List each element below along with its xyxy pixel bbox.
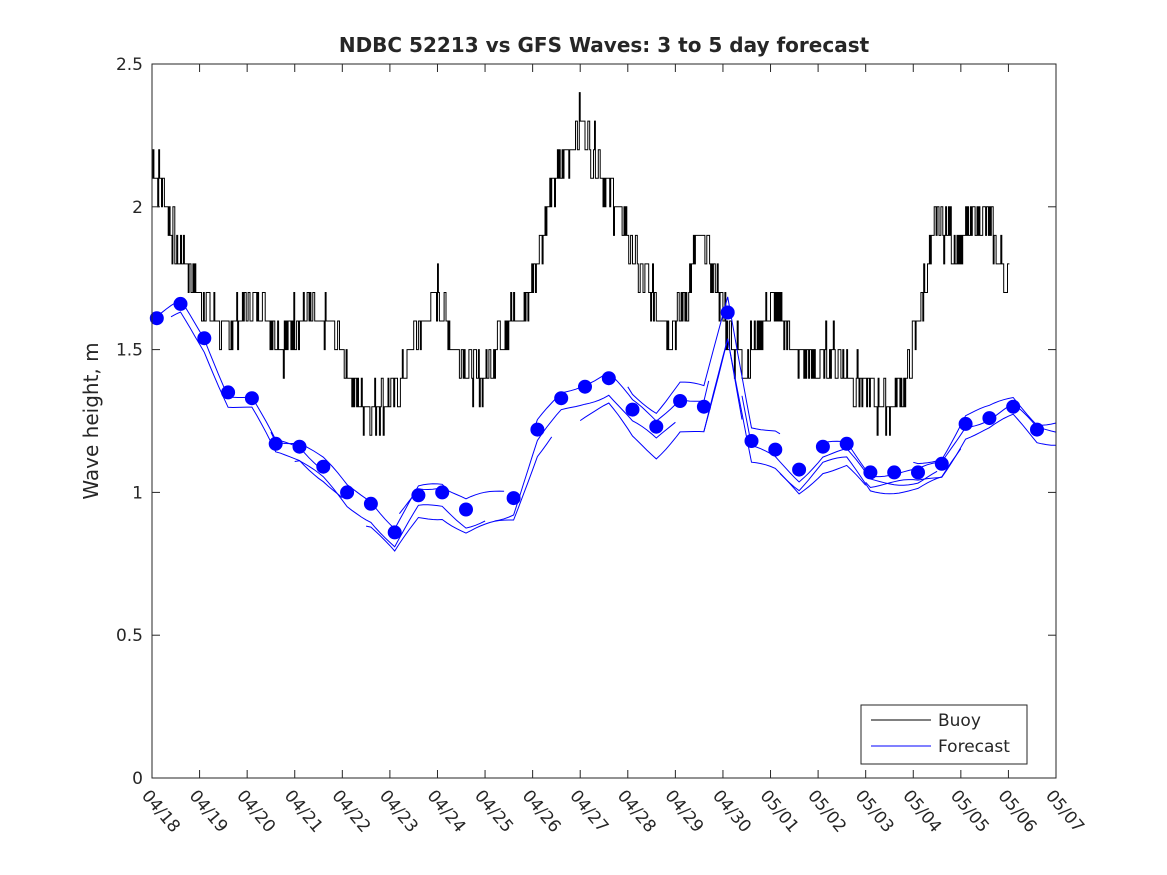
- y-axis-label: Wave height, m: [79, 342, 103, 499]
- buoy-series-line: [152, 92, 1010, 436]
- forecast-point: [625, 402, 640, 417]
- forecast-series-line: [865, 413, 1057, 489]
- y-tick-label: 1: [132, 483, 143, 503]
- legend-buoy-label: Buoy: [938, 711, 981, 731]
- forecast-point: [554, 391, 569, 406]
- forecast-point: [268, 436, 283, 451]
- forecast-point: [982, 411, 997, 426]
- forecast-point: [411, 488, 426, 503]
- forecast-point: [720, 305, 735, 320]
- forecast-point: [911, 465, 925, 480]
- forecast-series-line: [365, 436, 553, 552]
- forecast-point: [958, 416, 973, 431]
- forecast-point: [530, 422, 545, 437]
- forecast-point: [435, 485, 450, 500]
- forecast-point: [149, 311, 164, 326]
- axes-box: [151, 63, 1057, 779]
- forecast-point: [459, 502, 473, 517]
- forecast-point: [363, 496, 378, 511]
- forecast-series-line: [779, 448, 962, 495]
- y-tick-label: 0.5: [116, 626, 143, 646]
- forecast-series-line: [579, 338, 743, 460]
- forecast-point: [601, 371, 616, 386]
- forecast-point: [197, 331, 212, 346]
- chart-title: NDBC 52213 vs GFS Waves: 3 to 5 day fore…: [339, 33, 870, 57]
- forecast-point: [506, 491, 521, 506]
- forecast-point: [887, 465, 902, 480]
- forecast-series-line: [170, 311, 343, 499]
- forecast-point: [221, 385, 236, 400]
- forecast-point: [1006, 399, 1021, 414]
- forecast-point: [340, 485, 355, 500]
- forecast-point: [839, 436, 854, 451]
- forecast-point: [649, 419, 664, 434]
- legend-forecast-label: Forecast: [938, 737, 1010, 757]
- y-tick-label: 2: [132, 198, 143, 218]
- forecast-point: [387, 525, 402, 540]
- forecast-point: [578, 379, 592, 394]
- forecast-point: [768, 442, 783, 457]
- forecast-point: [744, 434, 759, 448]
- legend-box: [860, 704, 1028, 765]
- forecast-point: [696, 399, 711, 414]
- y-tick-label: 0: [132, 769, 143, 789]
- forecast-point: [316, 459, 331, 474]
- forecast-point: [1030, 422, 1044, 437]
- plot-area: [149, 92, 1057, 552]
- forecast-point: [934, 456, 949, 471]
- forecast-series-line: [494, 394, 676, 522]
- forecast-point: [173, 296, 188, 311]
- forecast-point: [292, 439, 307, 454]
- forecast-series-line: [627, 296, 781, 435]
- forecast-point: [244, 391, 259, 406]
- forecast-series-line: [294, 460, 486, 548]
- forecast-point: [673, 394, 688, 408]
- forecast-point: [792, 462, 807, 477]
- forecast-point: [863, 465, 878, 480]
- y-tick-label: 2.5: [116, 55, 143, 75]
- y-tick-label: 1.5: [116, 341, 143, 361]
- forecast-point: [815, 439, 830, 454]
- legend: Buoy Forecast: [860, 704, 1028, 765]
